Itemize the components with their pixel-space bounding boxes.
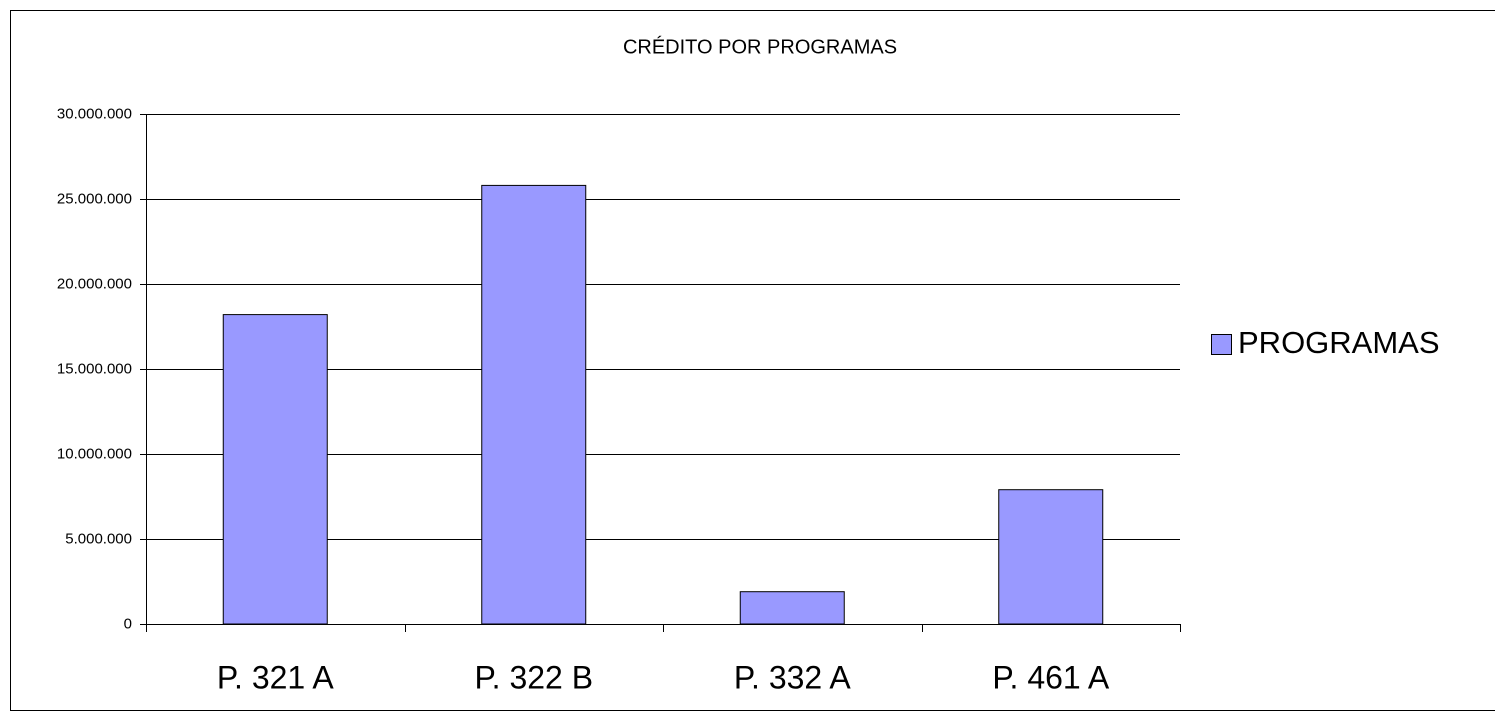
bar (222, 314, 328, 625)
y-tick-label: 10.000.000 (57, 445, 132, 462)
x-tick-label: P. 332 A (734, 659, 852, 695)
y-tick-label: 0 (124, 615, 132, 632)
legend-swatch (1211, 334, 1232, 355)
y-tick-label: 5.000.000 (65, 530, 132, 547)
y-tick-label: 25.000.000 (57, 190, 132, 207)
bar (481, 184, 587, 625)
x-tick-label: P. 322 B (474, 659, 593, 695)
bar (998, 489, 1104, 625)
y-tick-label: 20.000.000 (57, 275, 132, 292)
y-tick-label: 30.000.000 (57, 105, 132, 122)
x-tick-label: P. 321 A (217, 659, 335, 695)
legend-label: PROGRAMAS (1238, 325, 1440, 360)
x-tick-label: P. 461 A (992, 659, 1110, 695)
chart-title: CRÉDITO POR PROGRAMAS (623, 35, 897, 58)
bar (739, 591, 845, 625)
y-tick-label: 15.000.000 (57, 360, 132, 377)
